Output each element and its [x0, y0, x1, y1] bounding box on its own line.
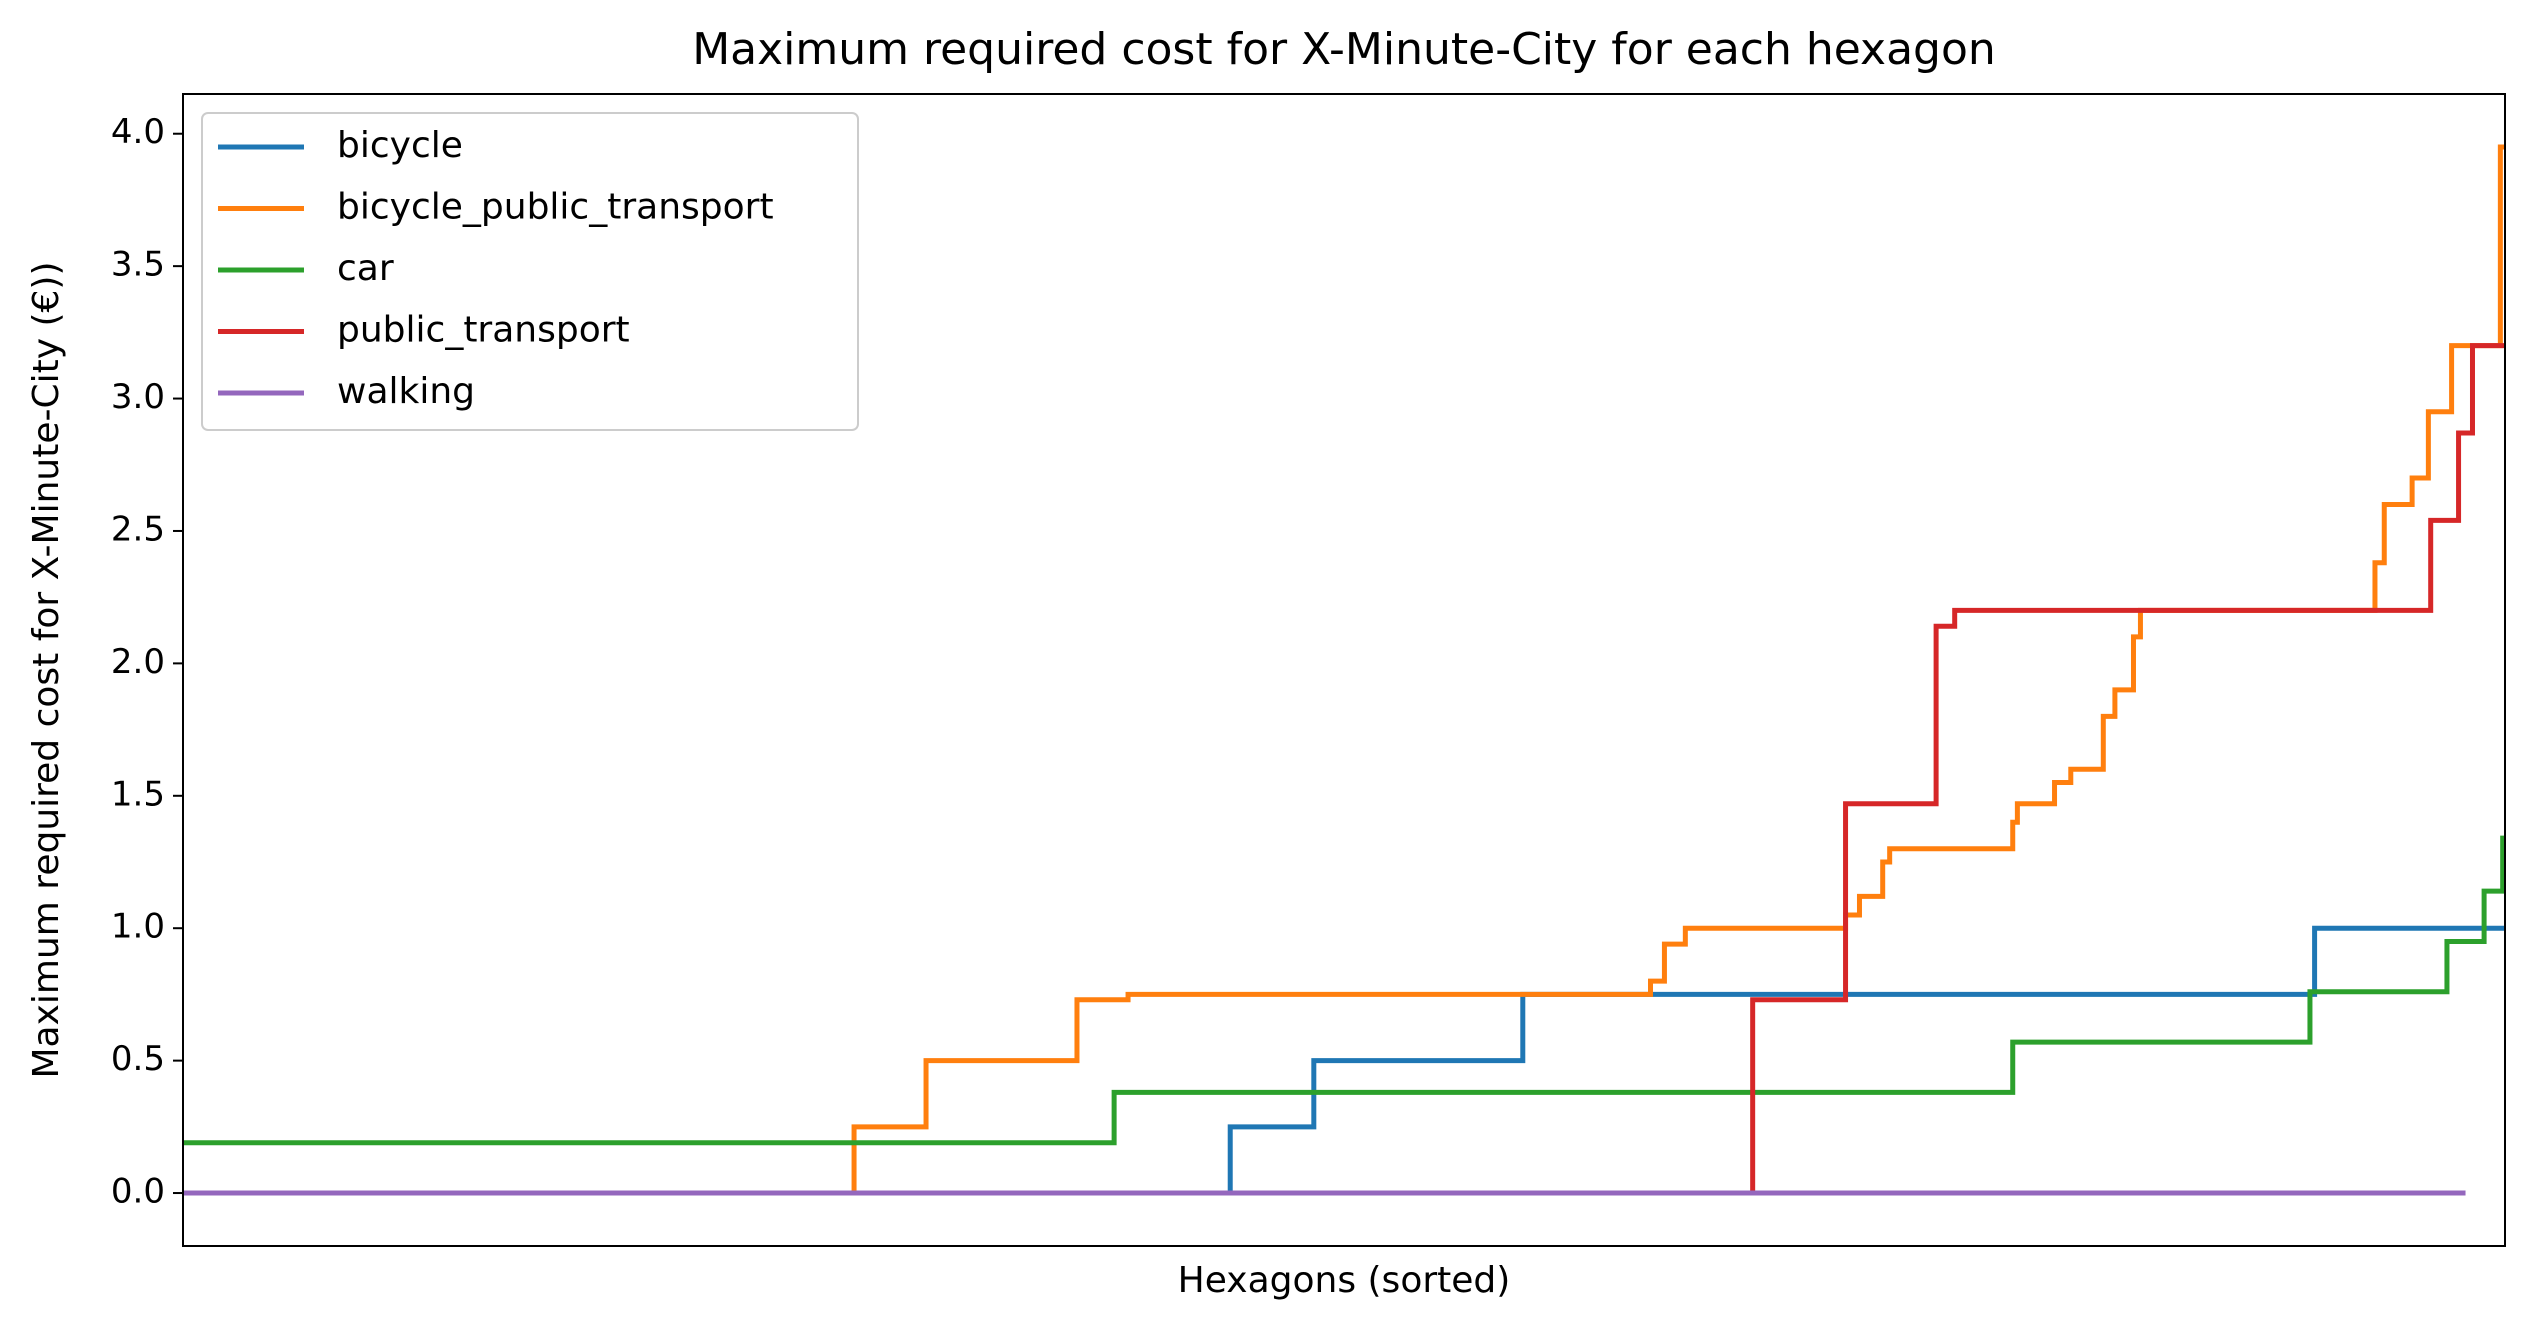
legend-box: [201, 112, 859, 431]
x-axis-label: Hexagons (sorted): [1178, 1260, 1511, 1301]
legend-label: bicycle: [337, 125, 463, 166]
line: [851, 144, 2505, 1194]
chart-title: Maximum required cost for X-Minute-City …: [692, 24, 1996, 75]
legend-label: bicycle_public_transport: [337, 187, 774, 228]
line: [183, 343, 2505, 1196]
y-tick-label: 0.0: [111, 1172, 165, 1212]
y-tick-label: 1.0: [111, 907, 165, 947]
y-tick-label: 2.5: [111, 509, 165, 549]
y-tick-label: 2.0: [111, 642, 165, 682]
legend-label: walking: [337, 371, 475, 412]
y-axis-label: Maximum required cost for X-Minute-City …: [26, 261, 67, 1078]
plot-frame: [182, 93, 2506, 1247]
legend-label: car: [337, 248, 394, 289]
line: [183, 835, 2506, 1146]
legend-label: public_transport: [337, 310, 630, 351]
y-tick-label: 1.5: [111, 774, 165, 814]
y-tick-label: 3.5: [111, 245, 165, 285]
y-tick-label: 0.5: [111, 1039, 165, 1079]
line: [183, 925, 2505, 1196]
y-tick-label: 4.0: [111, 112, 165, 152]
y-tick-label: 3.0: [111, 377, 165, 417]
